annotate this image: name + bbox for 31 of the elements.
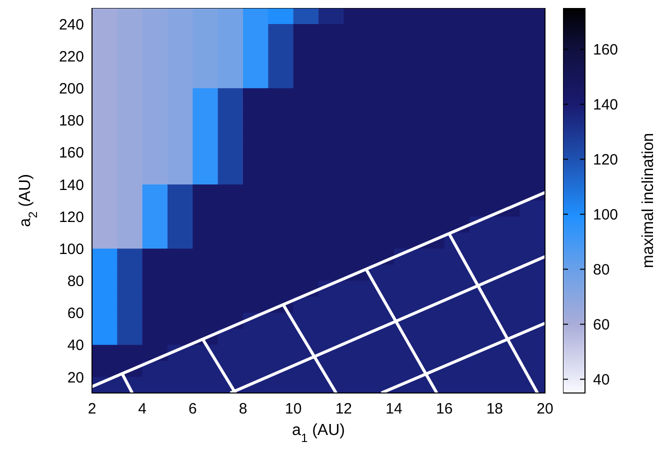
y-tick-label: 140 <box>58 176 84 194</box>
color-bar-label: 120 <box>593 151 618 168</box>
y-tick-label: 120 <box>58 208 84 226</box>
x-tick-label: 6 <box>188 400 197 418</box>
color-bar-label: 60 <box>593 316 610 334</box>
color-bar-label: 160 <box>593 41 618 58</box>
color-bar-label: 40 <box>593 371 610 388</box>
color-bar-title: maximal inclination <box>640 132 657 268</box>
y-tick-label: 180 <box>58 112 84 130</box>
y-tick-label: 220 <box>58 48 84 66</box>
y-tick-label: 200 <box>58 80 84 98</box>
color-bar-label: 100 <box>593 206 618 224</box>
x-tick-label: 16 <box>436 400 453 418</box>
color-bar-label: 140 <box>593 96 618 114</box>
y-tick-label: 80 <box>67 273 84 290</box>
x-tick-label: 4 <box>138 400 147 418</box>
x-tick-label: 2 <box>88 400 96 418</box>
x-tick-label: 8 <box>238 400 248 418</box>
x-tick-label: 14 <box>386 400 402 418</box>
color-bar-label: 80 <box>593 261 610 278</box>
y-tick-label: 20 <box>67 369 84 386</box>
y-tick-label: 40 <box>67 337 84 354</box>
x-axis-title: a$_{1}$ (AU) <box>292 422 345 445</box>
y-tick-label: 100 <box>58 240 84 258</box>
x-tick-label: 20 <box>536 400 554 418</box>
y-tick-label: 60 <box>67 305 84 322</box>
x-tick-label: 18 <box>486 400 504 418</box>
x-tick-label: 10 <box>284 400 302 418</box>
y-tick-label: 240 <box>58 16 84 34</box>
x-tick-label: 12 <box>335 400 352 418</box>
y-tick-label: 160 <box>58 144 84 162</box>
